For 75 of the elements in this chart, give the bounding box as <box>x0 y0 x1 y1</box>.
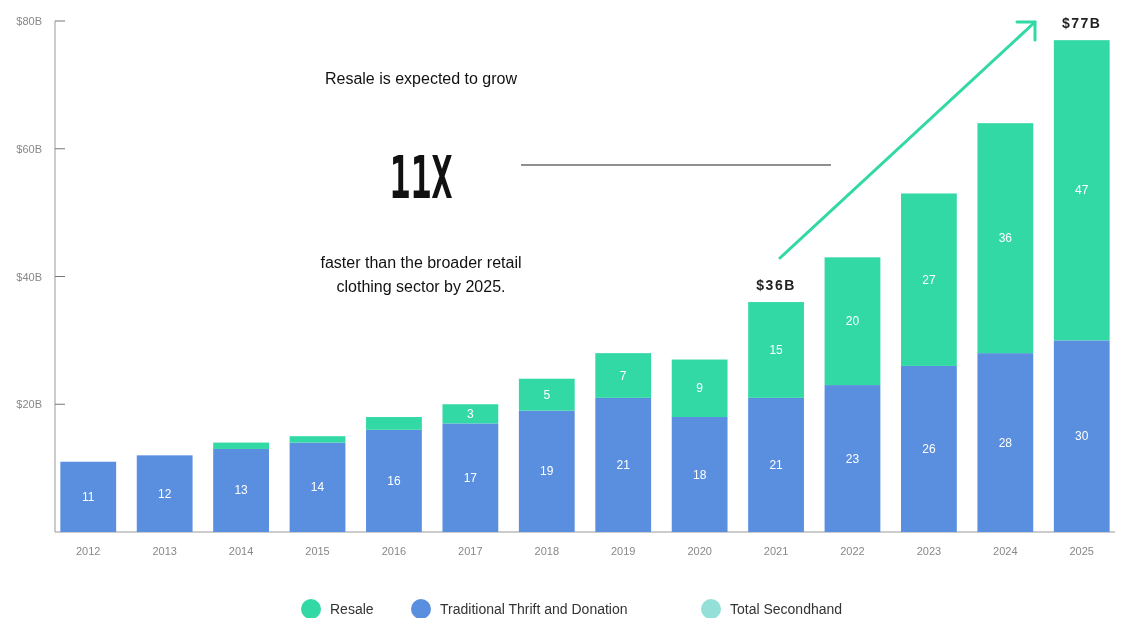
bar <box>748 397 804 532</box>
annotation: Resale is expected to grow <box>324 70 518 87</box>
data-label: 11 <box>82 489 95 504</box>
data-label: 15 <box>769 342 784 357</box>
y-tick-label: $80B <box>16 15 42 27</box>
legend-label: Total Secondhand <box>730 601 843 617</box>
bar <box>977 123 1034 354</box>
data-label: 19 <box>540 464 554 479</box>
data-label: 28 <box>998 435 1013 450</box>
total-label: $36B <box>756 277 796 294</box>
data-label: 14 <box>310 480 325 495</box>
bar <box>671 359 728 418</box>
data-label: 18 <box>692 467 707 482</box>
bar <box>442 404 499 424</box>
bar <box>442 423 499 532</box>
data-label: 30 <box>1075 429 1089 444</box>
bar <box>595 353 652 398</box>
data-label: 23 <box>845 451 860 466</box>
x-tick-label: 2013 <box>152 545 177 557</box>
data-label: 7 <box>619 368 627 383</box>
data-label: 21 <box>769 457 784 472</box>
bar <box>1053 340 1110 532</box>
data-label: 16 <box>387 473 401 488</box>
bar <box>901 365 957 532</box>
bar <box>748 302 804 398</box>
data-label: 17 <box>463 470 478 485</box>
data-label: 13 <box>234 483 249 498</box>
bar <box>136 455 193 532</box>
bar <box>518 410 575 532</box>
bar <box>518 378 575 411</box>
data-label: 47 <box>1075 183 1089 198</box>
x-tick-label: 2015 <box>305 545 330 557</box>
x-tick-label: 2021 <box>763 545 789 557</box>
bar <box>213 442 269 449</box>
x-tick-label: 2017 <box>458 545 483 557</box>
x-tick-label: 2016 <box>381 545 407 557</box>
bar <box>595 397 652 532</box>
bar <box>366 429 422 532</box>
x-tick-label: 2023 <box>916 545 942 557</box>
bar <box>901 193 957 366</box>
x-tick-label: 2024 <box>993 545 1018 557</box>
data-label: 27 <box>922 272 936 287</box>
bar <box>366 417 422 430</box>
data-label: 3 <box>467 406 475 421</box>
x-tick-label: 2020 <box>687 545 712 557</box>
total-label: $77B <box>1062 15 1102 32</box>
bar <box>824 385 881 532</box>
x-tick-label: 2022 <box>840 545 865 557</box>
x-tick-label: 2025 <box>1069 545 1094 557</box>
y-tick-label: $60B <box>16 142 42 155</box>
annotation: 11X <box>389 144 453 212</box>
bar <box>1053 40 1110 341</box>
data-label: 36 <box>998 231 1013 246</box>
data-label: 26 <box>922 441 936 456</box>
legend-label: Resale <box>330 601 374 617</box>
x-tick-label: 2012 <box>76 545 101 557</box>
data-label: 21 <box>616 457 631 472</box>
bar <box>213 448 269 532</box>
y-tick-label: $40B <box>16 270 42 283</box>
bar <box>289 436 346 443</box>
annotation: faster than the broader retail clothing sector by 2025. <box>320 254 522 295</box>
x-tick-label: 2014 <box>228 545 254 557</box>
x-tick-label: 2018 <box>534 545 560 557</box>
legend-label: Traditional Thrift and Donation <box>440 601 628 617</box>
x-tick-label: 2019 <box>610 545 636 557</box>
bar <box>977 353 1034 532</box>
bar <box>824 257 881 386</box>
data-label: 12 <box>157 486 172 501</box>
y-tick-label: $20B <box>16 398 42 411</box>
bar <box>60 461 117 532</box>
data-label: 9 <box>696 381 704 396</box>
data-label: 5 <box>543 387 551 402</box>
bar <box>671 417 728 532</box>
bar <box>289 442 346 532</box>
data-label: 20 <box>845 314 860 329</box>
